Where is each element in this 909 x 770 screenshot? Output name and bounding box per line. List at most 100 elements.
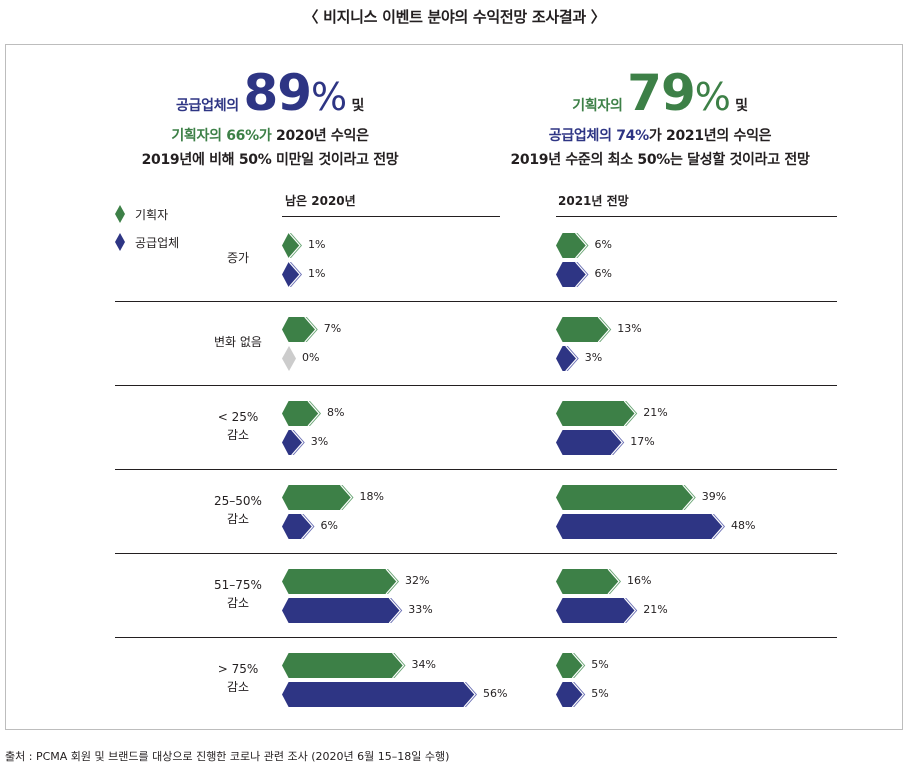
category-label-line: 감소: [226, 680, 250, 694]
bar: [556, 484, 696, 511]
bar: [556, 681, 586, 708]
bar: [282, 400, 321, 427]
category-label-line: 51–75%: [214, 578, 262, 592]
category-label-line: 증가: [226, 251, 250, 265]
data-label: 1%: [308, 238, 326, 251]
category-label-line: 감소: [226, 512, 250, 526]
data-label: 16%: [627, 574, 652, 587]
row-divider: [115, 553, 837, 554]
bar: [556, 345, 579, 372]
bar: [282, 261, 302, 288]
data-label: 3%: [584, 351, 603, 364]
data-label: 0%: [302, 351, 320, 364]
bar: [556, 316, 612, 343]
headline-right-line3: 2019년 수준의 최소 50%는 달성할 것이라고 전망: [510, 152, 810, 168]
bar: [556, 261, 589, 288]
category-label-line: > 75%: [217, 662, 259, 676]
headline-right-subject: 기획자의: [572, 98, 623, 114]
row-divider: [115, 301, 837, 302]
legend-supplier-label: 공급업체: [135, 235, 180, 250]
category-label: 변화 없음: [178, 333, 298, 351]
bar: [556, 513, 725, 540]
bar: [282, 232, 302, 259]
data-label: 32%: [405, 574, 430, 587]
data-label: 18%: [359, 490, 384, 503]
bar: [282, 597, 403, 624]
category-label-line: 25–50%: [214, 494, 262, 508]
data-label: 39%: [701, 490, 727, 503]
category-label: 25–50% 감소: [178, 492, 298, 528]
headline-right-percent: %: [694, 75, 731, 119]
data-label: 13%: [617, 322, 642, 335]
column-header-2021: 2021년 전망: [558, 194, 629, 208]
data-label: 8%: [327, 406, 345, 419]
bar: [282, 568, 399, 595]
row-divider: [115, 469, 837, 470]
headline-left-percent: %: [311, 75, 347, 119]
data-label: 7%: [323, 322, 342, 335]
data-label: 21%: [643, 406, 668, 419]
bar: [556, 429, 625, 456]
headline-left-line2-rest: 2020년 수익은: [276, 128, 369, 144]
data-label: 3%: [310, 435, 329, 448]
bar: [556, 652, 586, 679]
headline-left-line2-colored: 기획자의 66%가: [171, 128, 272, 144]
data-label: 6%: [594, 267, 612, 280]
column-header-rule: [282, 216, 500, 217]
column-header-2020: 남은 2020년: [285, 194, 356, 208]
bar: [282, 484, 354, 511]
bar: [556, 400, 638, 427]
category-label: > 75% 감소: [178, 660, 298, 696]
headline-right: 기획자의 79% 및 공급업체의 74%가 2021년의 수익은 2019년 수…: [470, 68, 850, 172]
bar-zero: [282, 346, 296, 371]
data-label: 5%: [591, 687, 609, 700]
legend-planner-diamond-icon: [115, 205, 125, 223]
source-note: 출처 : PCMA 회원 및 브랜드를 대상으로 진행한 코로나 관련 조사 (…: [5, 750, 450, 763]
page-title: 〈 비지니스 이벤트 분야의 수익전망 조사결과 〉: [303, 8, 606, 26]
bar: [282, 681, 477, 708]
data-label: 6%: [594, 238, 612, 251]
data-label: 6%: [320, 519, 338, 532]
category-label-line: 감소: [226, 596, 250, 610]
headline-left-big-number: 89: [243, 64, 312, 122]
category-label: 51–75% 감소: [178, 576, 298, 612]
data-label: 17%: [630, 435, 655, 448]
bar: [556, 232, 589, 259]
headline-right-line2-colored: 공급업체의 74%: [548, 128, 649, 144]
category-label-line: < 25%: [217, 410, 259, 424]
data-label: 56%: [483, 687, 508, 700]
bar: [282, 429, 305, 456]
chart-panel: [5, 44, 903, 730]
headline-right-big-number: 79: [627, 64, 696, 122]
headline-left: 공급업체의 89% 및 기획자의 66%가 2020년 수익은 2019년에 비…: [100, 68, 440, 172]
headline-left-subject: 공급업체의: [175, 98, 239, 114]
data-label: 5%: [591, 658, 609, 671]
row-divider: [115, 637, 837, 638]
row-divider: [115, 385, 837, 386]
headline-right-line2-rest: 가 2021년의 수익은: [648, 128, 772, 144]
category-label-line: 변화 없음: [214, 335, 262, 349]
data-label: 34%: [411, 658, 436, 671]
data-label: 33%: [408, 603, 433, 616]
headline-right-conj: 및: [735, 98, 748, 114]
legend-planner-label: 기획자: [135, 207, 169, 222]
column-header-rule: [556, 216, 837, 217]
category-label: 증가: [178, 249, 298, 267]
data-label: 48%: [731, 519, 756, 532]
legend-item-planner: 기획자: [115, 200, 179, 228]
data-label: 1%: [308, 267, 326, 280]
category-label: < 25% 감소: [178, 408, 298, 444]
bar: [282, 316, 318, 343]
bar: [282, 652, 406, 679]
category-label-line: 감소: [226, 428, 250, 442]
headline-left-conj: 및: [351, 98, 365, 114]
legend-item-supplier: 공급업체: [115, 228, 179, 256]
legend-supplier-diamond-icon: [115, 233, 125, 251]
data-label: 21%: [643, 603, 668, 616]
bar: [556, 568, 621, 595]
bar: [282, 513, 315, 540]
headline-left-line3: 2019년에 비해 50% 미만일 것이라고 전망: [141, 152, 399, 168]
legend: 기획자 공급업체: [115, 200, 179, 256]
bar: [556, 597, 638, 624]
